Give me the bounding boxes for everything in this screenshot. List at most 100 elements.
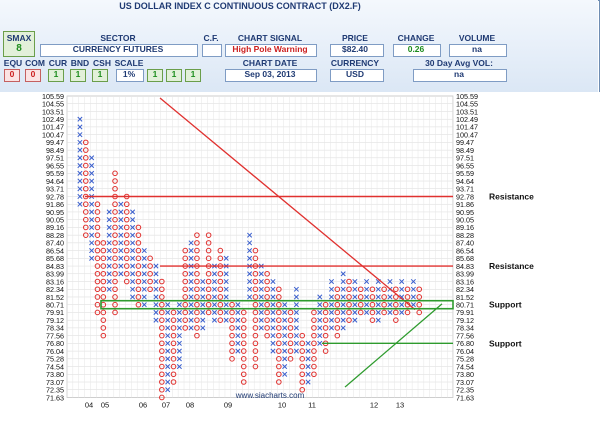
o-mark — [240, 317, 247, 323]
y-tick-label-left: 83.99 — [46, 270, 64, 279]
o-mark — [217, 278, 224, 285]
o-mark — [182, 247, 189, 254]
y-tick-label-left: 81.52 — [46, 293, 64, 302]
y-tick-label-left: 71.63 — [46, 393, 64, 402]
o-mark — [311, 356, 317, 362]
o-mark — [82, 232, 89, 238]
o-mark — [205, 255, 212, 262]
y-tick-label-right: 84.83 — [456, 262, 474, 271]
x-mark — [317, 325, 323, 331]
x-mark — [247, 294, 253, 300]
x-mark — [188, 271, 194, 277]
x-tick-label: 09 — [224, 400, 232, 409]
o-mark — [276, 371, 282, 378]
x-mark — [399, 286, 405, 292]
x-mark — [375, 286, 381, 292]
x-mark — [188, 248, 194, 254]
chart-date-value: Sep 03, 2013 — [244, 69, 296, 79]
x-mark — [235, 340, 241, 346]
y-tick-label-left: 99.47 — [46, 138, 64, 147]
o-mark — [82, 209, 89, 215]
o-mark — [159, 379, 165, 385]
x-mark — [106, 240, 112, 246]
chart-date-box — [225, 69, 317, 82]
o-mark — [159, 325, 165, 331]
x-mark — [176, 309, 182, 315]
change-value: 0.26 — [407, 44, 425, 54]
o-mark — [252, 356, 259, 362]
x-tick-label: 13 — [396, 400, 404, 409]
o-mark — [135, 247, 142, 254]
o-mark — [94, 270, 101, 277]
o-mark — [112, 185, 118, 192]
x-tick-label: 12 — [370, 400, 378, 409]
o-mark — [393, 317, 399, 323]
x-mark — [77, 139, 83, 145]
x-mark — [77, 132, 83, 138]
x-mark — [153, 302, 159, 308]
com-label: COM — [25, 58, 45, 68]
y-tick-label-right: 83.99 — [456, 270, 474, 279]
info-header: US DOLLAR INDEX C CONTINUOUS CONTRACT (D… — [0, 0, 598, 92]
flag-box-3 — [185, 69, 201, 82]
o-mark — [94, 216, 101, 223]
y-tick-label-right: 94.64 — [456, 177, 474, 186]
o-mark — [112, 278, 118, 285]
x-mark — [130, 255, 136, 261]
o-mark — [112, 240, 118, 246]
o-mark — [123, 201, 130, 208]
x-mark — [89, 217, 95, 223]
chart-date-label: CHART DATE — [242, 58, 298, 68]
o-mark — [252, 270, 259, 277]
equ-label: EQU — [3, 58, 23, 68]
o-mark — [393, 301, 399, 308]
equ-value: 0 — [9, 69, 15, 79]
x-mark — [375, 302, 381, 308]
x-mark — [188, 286, 194, 292]
y-tick-label-right: 90.05 — [456, 215, 474, 224]
x-mark — [106, 271, 112, 277]
chart-signal-value: High Pole Warning — [232, 44, 308, 54]
x-mark — [317, 333, 323, 339]
y-tick-label-left: 76.80 — [46, 339, 64, 348]
y-tick-label-left: 98.49 — [46, 146, 64, 155]
x-mark — [258, 302, 264, 308]
x-mark — [118, 209, 124, 215]
o-mark — [123, 270, 130, 277]
y-tick-label-left: 79.12 — [46, 316, 64, 325]
o-mark — [346, 309, 352, 316]
x-mark — [200, 309, 206, 315]
x-mark — [352, 286, 358, 292]
o-mark — [147, 255, 153, 262]
currency-box — [330, 69, 384, 82]
x-mark — [410, 294, 416, 300]
x-mark — [77, 178, 83, 184]
x-mark — [305, 371, 311, 377]
volume-box — [449, 44, 507, 57]
x-mark — [118, 201, 124, 207]
y-tick-label-right: 86.54 — [456, 246, 474, 255]
x-mark — [188, 278, 194, 285]
o-mark — [229, 325, 235, 331]
o-mark — [194, 270, 200, 277]
o-mark — [276, 379, 282, 385]
x-mark — [235, 348, 241, 354]
x-mark — [130, 224, 136, 230]
x-mark — [153, 263, 159, 269]
o-mark — [100, 247, 107, 254]
o-mark — [287, 309, 294, 316]
x-mark — [89, 240, 95, 246]
o-mark — [205, 309, 212, 316]
o-mark — [112, 247, 118, 254]
csh-label: CSH — [93, 58, 111, 68]
x-mark — [130, 294, 136, 300]
o-mark — [264, 278, 270, 285]
o-mark — [100, 294, 107, 300]
y-tick-label-right: 103.51 — [456, 107, 478, 116]
x-mark — [317, 309, 323, 315]
x-mark — [375, 317, 381, 323]
x-mark — [106, 263, 112, 269]
x-mark — [328, 302, 335, 308]
o-mark — [159, 340, 165, 347]
o-mark — [357, 286, 364, 293]
